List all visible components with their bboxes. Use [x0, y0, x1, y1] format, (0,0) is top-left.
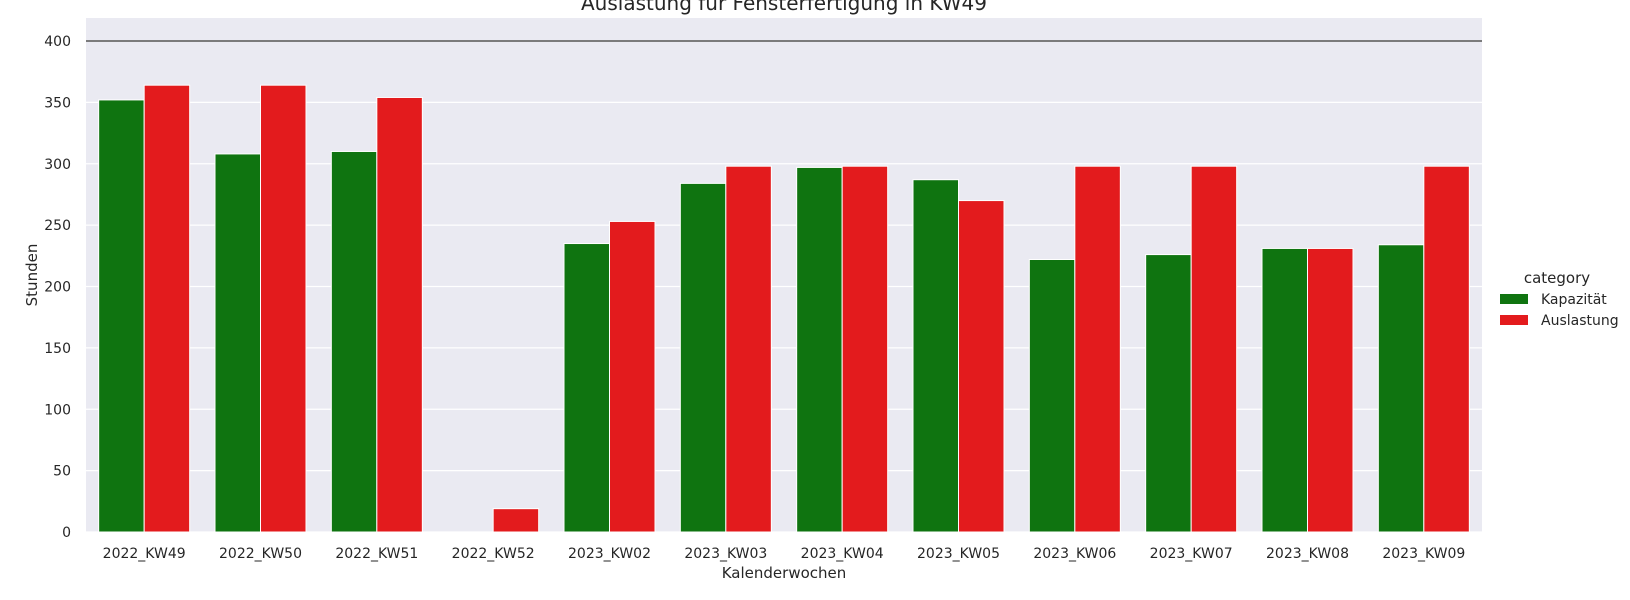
x-tick-label: 2023_KW08: [1266, 546, 1349, 562]
x-tick-label: 2022_KW52: [452, 546, 535, 562]
legend-swatch-kapazitaet: [1500, 294, 1528, 304]
x-tick-label: 2023_KW05: [917, 546, 1000, 562]
bar-auslastung: [841, 165, 889, 533]
y-axis-label: Stunden: [23, 244, 41, 307]
x-tick-label: 2023_KW02: [568, 546, 651, 562]
bar-kapazitaet: [214, 153, 261, 533]
x-tick-label: 2022_KW49: [103, 546, 186, 562]
bars: [98, 84, 1470, 533]
x-tick-label: 2023_KW09: [1382, 546, 1465, 562]
legend-title: category: [1524, 269, 1590, 287]
bar-auslastung: [1074, 165, 1121, 533]
bar-kapazitaet: [330, 150, 378, 533]
y-tick-label: 150: [44, 341, 71, 357]
y-tick-label: 100: [44, 402, 71, 418]
chart-title: Auslastung für Fensterfertigung in KW49: [581, 0, 987, 15]
bar-auslastung: [260, 84, 307, 533]
plot-background: [86, 18, 1482, 532]
bar-auslastung: [609, 220, 656, 533]
y-tick-label: 0: [62, 525, 71, 541]
bar-kapazitaet: [912, 179, 959, 533]
bar-auslastung: [492, 508, 540, 533]
legend-label-kapazitaet: Kapazität: [1541, 292, 1607, 308]
bar-auslastung: [143, 84, 191, 533]
x-tick-label: 2023_KW03: [684, 546, 767, 562]
bar-kapazitaet: [98, 99, 145, 533]
y-tick-label: 350: [44, 95, 71, 111]
bar-kapazitaet: [1145, 254, 1192, 533]
x-tick-label: 2022_KW51: [335, 546, 418, 562]
y-tick-label: 200: [44, 280, 71, 296]
y-tick-labels: 0 50 100 150 200 250 300 350 400: [44, 34, 71, 541]
bar-auslastung: [725, 165, 772, 533]
legend-swatch-auslastung: [1500, 315, 1528, 325]
x-tick-label: 2023_KW06: [1033, 546, 1116, 562]
bar-auslastung: [1190, 165, 1238, 533]
y-tick-label: 400: [44, 34, 71, 50]
legend-label-auslastung: Auslastung: [1541, 313, 1619, 329]
bar-kapazitaet: [1261, 247, 1308, 533]
bar-kapazitaet: [563, 243, 610, 533]
y-tick-label: 250: [44, 218, 71, 234]
bar-auslastung: [1307, 247, 1354, 533]
bar-kapazitaet: [679, 182, 727, 533]
y-tick-label: 50: [53, 464, 71, 480]
bar-auslastung: [376, 96, 423, 533]
bar-auslastung: [958, 200, 1005, 533]
x-axis-label: Kalenderwochen: [722, 564, 847, 582]
x-tick-label: 2023_KW07: [1150, 546, 1233, 562]
y-tick-label: 300: [44, 157, 71, 173]
bar-kapazitaet: [1028, 258, 1076, 533]
bar-auslastung: [1423, 165, 1470, 533]
x-tick-label: 2023_KW04: [801, 546, 884, 562]
legend: category Kapazität Auslastung: [1500, 269, 1619, 329]
x-tick-labels: 2022_KW49 2022_KW50 2022_KW51 2022_KW52 2023…: [103, 546, 1466, 562]
bar-kapazitaet: [796, 166, 843, 533]
x-tick-label: 2022_KW50: [219, 546, 302, 562]
bar-kapazitaet: [1377, 244, 1425, 533]
